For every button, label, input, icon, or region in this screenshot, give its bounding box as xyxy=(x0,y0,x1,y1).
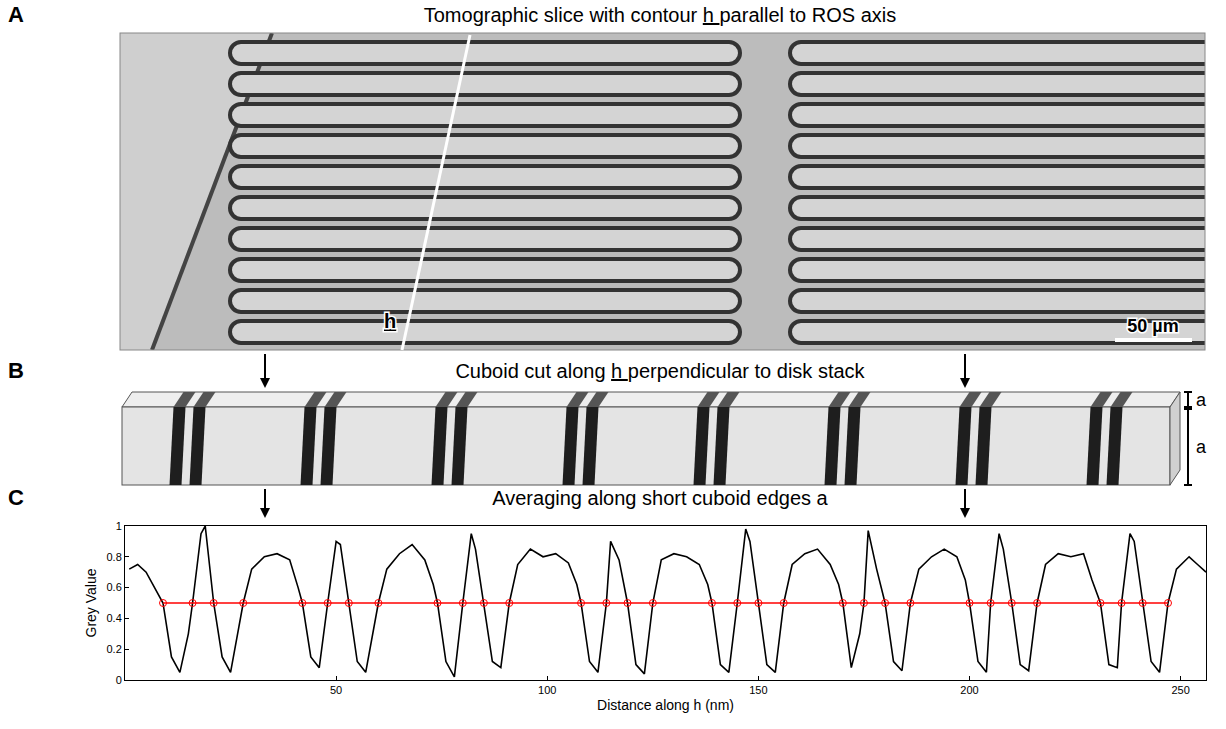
svg-text:Tomographic slice with contour: Tomographic slice with contour h paralle… xyxy=(424,4,897,26)
svg-text:a: a xyxy=(1196,437,1207,457)
svg-text:h: h xyxy=(384,310,396,332)
svg-text:C: C xyxy=(8,485,24,510)
svg-text:Distance along h (nm): Distance along h (nm) xyxy=(597,697,734,713)
svg-text:200: 200 xyxy=(960,684,978,696)
svg-text:0.2: 0.2 xyxy=(107,643,122,655)
svg-text:1: 1 xyxy=(116,520,122,532)
svg-text:0.4: 0.4 xyxy=(107,612,122,624)
svg-text:A: A xyxy=(8,2,24,27)
svg-text:Averaging along short cuboid e: Averaging along short cuboid edges a xyxy=(492,487,828,509)
svg-text:50: 50 xyxy=(330,684,342,696)
svg-text:0: 0 xyxy=(116,674,122,686)
svg-text:Grey Value: Grey Value xyxy=(83,568,99,637)
svg-text:250: 250 xyxy=(1171,684,1189,696)
svg-text:a: a xyxy=(1196,390,1207,410)
svg-text:Cuboid cut along h perpendicul: Cuboid cut along h perpendicular to disk… xyxy=(455,360,865,382)
svg-text:100: 100 xyxy=(538,684,556,696)
svg-text:0.8: 0.8 xyxy=(107,551,122,563)
svg-text:B: B xyxy=(8,358,24,383)
svg-text:150: 150 xyxy=(749,684,767,696)
svg-text:0.6: 0.6 xyxy=(107,581,122,593)
svg-text:50 µm: 50 µm xyxy=(1127,316,1178,336)
